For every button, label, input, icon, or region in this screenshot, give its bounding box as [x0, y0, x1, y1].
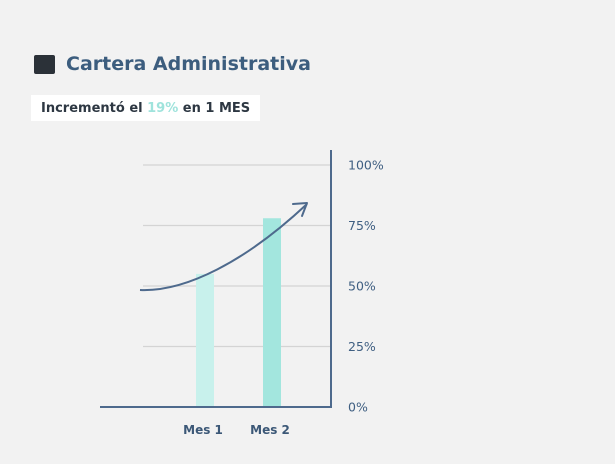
chart-header: Cartera Administrativa	[34, 50, 311, 78]
arrow-head-icon	[292, 202, 308, 217]
x-tick-label: Mes 2	[250, 423, 290, 437]
growth-percentage: 19%	[147, 100, 179, 116]
y-tick-label: 100%	[348, 158, 384, 173]
growth-summary-prefix: Incrementó el	[41, 100, 148, 116]
square-icon	[34, 54, 55, 74]
trend-line	[139, 203, 308, 292]
x-tick-labels: Mes 1 Mes 2	[183, 423, 290, 437]
y-tick-label: 0%	[348, 400, 368, 415]
axes	[100, 150, 332, 408]
bars	[196, 218, 281, 407]
growth-summary: Incrementó el 19% en 1 MES	[31, 95, 261, 121]
y-tick-labels: 0% 25% 50% 75% 100%	[348, 158, 384, 415]
x-tick-label: Mes 1	[183, 423, 223, 437]
bar-mes-1	[196, 273, 214, 407]
bar-mes-2	[263, 218, 281, 407]
y-tick-label: 25%	[348, 339, 376, 354]
y-tick-label: 75%	[348, 218, 376, 233]
page-title: Cartera Administrativa	[66, 53, 311, 75]
trend-arrow	[139, 202, 308, 292]
grid-lines	[143, 164, 331, 348]
growth-summary-suffix: en 1 MES	[178, 100, 251, 116]
y-tick-label: 50%	[348, 279, 376, 294]
